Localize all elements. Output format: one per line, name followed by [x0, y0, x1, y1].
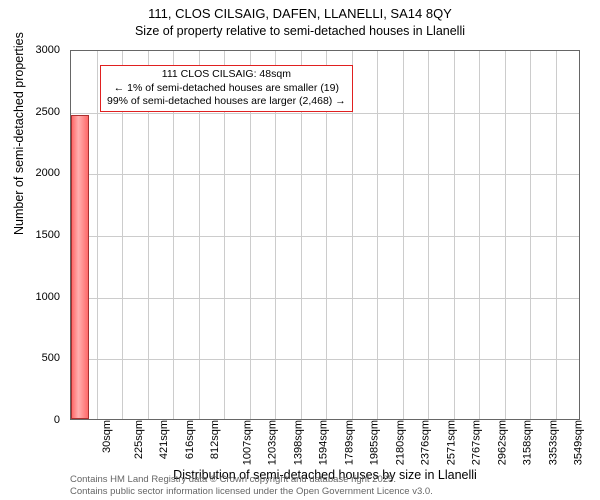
chart-title-block: 111, CLOS CILSAIG, DAFEN, LLANELLI, SA14…	[0, 0, 600, 39]
annotation-line1: 111 CLOS CILSAIG: 48sqm	[107, 68, 346, 82]
annotation-line2: ← 1% of semi-detached houses are smaller…	[107, 82, 346, 96]
chart-area: 111 CLOS CILSAIG: 48sqm ← 1% of semi-det…	[70, 50, 580, 420]
data-bar	[71, 115, 89, 419]
ytick-label: 1000	[20, 291, 60, 303]
ytick-label: 500	[20, 352, 60, 364]
ytick-label: 3000	[20, 44, 60, 56]
xtick-label: 2376sqm	[419, 420, 431, 465]
chart-title-line1: 111, CLOS CILSAIG, DAFEN, LLANELLI, SA14…	[0, 6, 600, 23]
xtick-label: 2180sqm	[394, 420, 406, 465]
chart-title-line2: Size of property relative to semi-detach…	[0, 23, 600, 39]
gridline-v	[377, 51, 378, 419]
ytick-label: 2000	[20, 167, 60, 179]
xtick-label: 3353sqm	[547, 420, 559, 465]
xtick-label: 1398sqm	[292, 420, 304, 465]
gridline-v	[403, 51, 404, 419]
xtick-label: 1985sqm	[368, 420, 380, 465]
ytick-label: 0	[20, 414, 60, 426]
gridline-v	[556, 51, 557, 419]
gridline-v	[530, 51, 531, 419]
ytick-label: 1500	[20, 229, 60, 241]
footer-line1: Contains HM Land Registry data © Crown c…	[70, 474, 433, 486]
xtick-label: 421sqm	[158, 420, 170, 459]
annotation-box: 111 CLOS CILSAIG: 48sqm ← 1% of semi-det…	[100, 65, 353, 112]
y-axis-label: Number of semi-detached properties	[12, 32, 26, 235]
xtick-label: 2767sqm	[470, 420, 482, 465]
gridline-v	[454, 51, 455, 419]
xtick-label: 3158sqm	[521, 420, 533, 465]
footer-attribution: Contains HM Land Registry data © Crown c…	[70, 474, 433, 498]
xtick-label: 1203sqm	[266, 420, 278, 465]
ytick-label: 2500	[20, 106, 60, 118]
footer-line2: Contains public sector information licen…	[70, 486, 433, 498]
xtick-label: 1594sqm	[317, 420, 329, 465]
xtick-label: 30sqm	[101, 420, 113, 453]
xtick-label: 3549sqm	[572, 420, 584, 465]
xtick-label: 1007sqm	[241, 420, 253, 465]
annotation-line3: 99% of semi-detached houses are larger (…	[107, 95, 346, 109]
gridline-v	[428, 51, 429, 419]
xtick-label: 2571sqm	[445, 420, 457, 465]
gridline-v	[97, 51, 98, 419]
gridline-v	[479, 51, 480, 419]
xtick-label: 2962sqm	[496, 420, 508, 465]
xtick-label: 225sqm	[133, 420, 145, 459]
xtick-label: 1789sqm	[343, 420, 355, 465]
xtick-label: 616sqm	[184, 420, 196, 459]
gridline-v	[505, 51, 506, 419]
xtick-label: 812sqm	[209, 420, 221, 459]
